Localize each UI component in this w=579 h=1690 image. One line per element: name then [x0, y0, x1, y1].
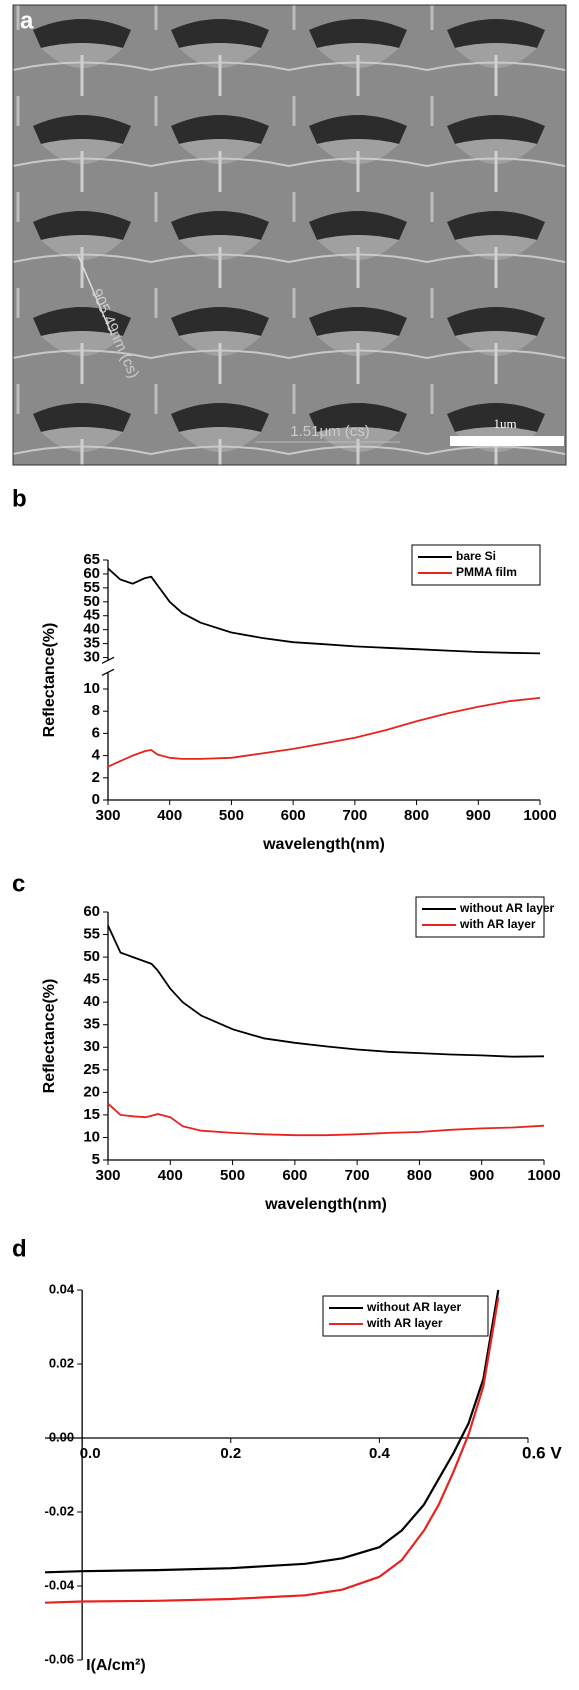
- legend-label: PMMA film: [456, 565, 517, 579]
- y-axis-title: Reflectance(%): [41, 623, 58, 738]
- y-tick-label: 0.00: [49, 1429, 74, 1444]
- y-tick-label: 45: [83, 607, 100, 624]
- y-tick-label: -0.04: [45, 1577, 75, 1592]
- x-tick-label: 600: [282, 1167, 307, 1184]
- x-axis-title: wavelength(nm): [264, 1196, 387, 1213]
- y-tick-label: 10: [83, 1128, 100, 1145]
- y-tick-label: 25: [83, 1061, 100, 1078]
- y-tick-label: 5: [92, 1151, 100, 1168]
- annotation: 1.51μm (cs): [290, 423, 370, 440]
- x-tick-label: 400: [157, 807, 182, 824]
- y-tick-label: 50: [83, 948, 100, 965]
- y-tick-label: 8: [92, 702, 100, 719]
- data-line: [107, 697, 541, 768]
- legend-label: without AR layer: [366, 1300, 462, 1314]
- y-tick-label: 0.04: [49, 1281, 75, 1296]
- y-tick-label: 15: [83, 1106, 100, 1123]
- measure-line: [77, 254, 113, 336]
- axis-break: [101, 668, 115, 676]
- y-axis-title: Reflectance(%): [41, 979, 58, 1094]
- x-tick-label: 1000: [523, 807, 556, 824]
- data-line: [107, 925, 545, 1058]
- y-tick-label: 30: [83, 649, 100, 666]
- x-tick-label: 700: [345, 1167, 370, 1184]
- y-tick-label: 4: [92, 747, 101, 764]
- data-line: [44, 1289, 500, 1574]
- x-tick-label: 600: [281, 807, 306, 824]
- sem-micrograph: [12, 4, 567, 466]
- panel-label: d: [12, 1235, 27, 1262]
- y-tick-label: 40: [83, 993, 100, 1010]
- x-axis-title: wavelength(nm): [262, 836, 385, 853]
- axis-break: [101, 656, 115, 664]
- y-tick-label: 55: [83, 926, 100, 943]
- y-tick-label: 45: [83, 971, 100, 988]
- legend-label: with AR layer: [459, 917, 536, 931]
- panel-label: b: [12, 485, 27, 512]
- x-tick-label: 500: [220, 1167, 245, 1184]
- x-tick-label: 1000: [527, 1167, 560, 1184]
- x-tick-label: 0.0: [80, 1445, 101, 1462]
- y-tick-label: -0.06: [45, 1651, 75, 1666]
- x-tick-label: 300: [95, 807, 120, 824]
- y-tick-label: 35: [83, 635, 100, 652]
- data-line: [107, 1102, 545, 1137]
- y-tick-label: 50: [83, 593, 100, 610]
- x-tick-label: 800: [407, 1167, 432, 1184]
- y-tick-label: 40: [83, 621, 100, 638]
- y-tick-label: 35: [83, 1016, 100, 1033]
- y-tick-label: 30: [83, 1038, 100, 1055]
- y-axis-title: I(A/cm²): [86, 1657, 146, 1674]
- legend-box: [415, 896, 545, 938]
- x-tick-label: 0.2: [220, 1445, 241, 1462]
- y-tick-label: 0.02: [49, 1355, 74, 1370]
- x-tick-label: 900: [466, 807, 491, 824]
- panel-label: c: [12, 870, 25, 897]
- legend-label: without AR layer: [459, 901, 555, 915]
- y-tick-label: 65: [83, 551, 100, 568]
- legend-box: [322, 1295, 489, 1337]
- scale-bar: [450, 436, 564, 446]
- data-line: [44, 1297, 500, 1604]
- legend-label: with AR layer: [366, 1316, 443, 1330]
- y-tick-label: 20: [83, 1083, 100, 1100]
- x-tick-label: 800: [404, 807, 429, 824]
- data-line: [107, 567, 541, 655]
- y-tick-label: 55: [83, 579, 100, 596]
- legend-box: [411, 544, 541, 586]
- legend-label: bare Si: [456, 549, 496, 563]
- x-tick-label: 400: [158, 1167, 183, 1184]
- y-tick-label: 0: [92, 791, 100, 808]
- y-tick-label: 60: [83, 903, 100, 920]
- panel-label: a: [20, 7, 34, 34]
- y-tick-label: -0.02: [45, 1503, 75, 1518]
- x-tick-label: 300: [95, 1167, 120, 1184]
- sem-image: a 905.49nm (cs) 1.51μm (cs) 1um: [12, 4, 567, 466]
- y-tick-label: 2: [92, 769, 100, 786]
- scale-bar-label: 1um: [493, 416, 516, 431]
- y-tick-label: 6: [92, 724, 100, 741]
- x-tick-label: 0.4: [369, 1445, 391, 1462]
- x-tick-label: 900: [469, 1167, 494, 1184]
- y-tick-label: 10: [83, 680, 100, 697]
- x-tick-label: 0.6 V: [522, 1443, 562, 1462]
- x-tick-label: 700: [342, 807, 367, 824]
- y-tick-label: 60: [83, 565, 100, 582]
- x-tick-label: 500: [219, 807, 244, 824]
